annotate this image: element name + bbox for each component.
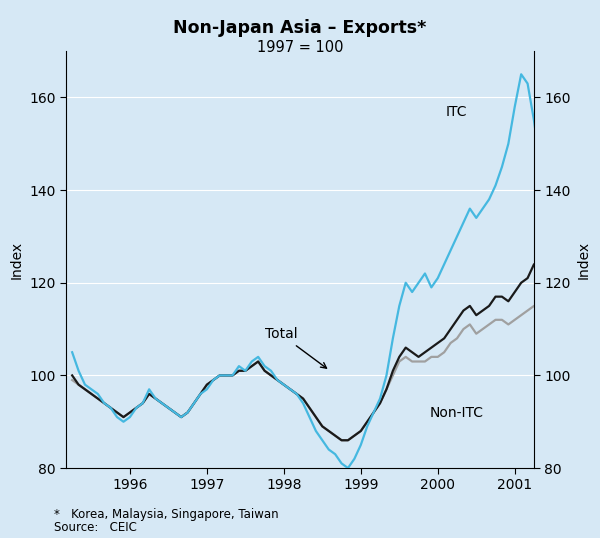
Text: Non-Japan Asia – Exports*: Non-Japan Asia – Exports* [173,19,427,37]
Text: *   Korea, Malaysia, Singapore, Taiwan: * Korea, Malaysia, Singapore, Taiwan [54,508,278,521]
Text: ITC: ITC [445,105,467,119]
Text: 1997 = 100: 1997 = 100 [257,40,343,55]
Y-axis label: Index: Index [10,240,23,279]
Text: Non-ITC: Non-ITC [430,406,484,420]
Text: Total: Total [265,327,326,368]
Text: Source:   CEIC: Source: CEIC [54,521,137,534]
Y-axis label: Index: Index [577,240,590,279]
